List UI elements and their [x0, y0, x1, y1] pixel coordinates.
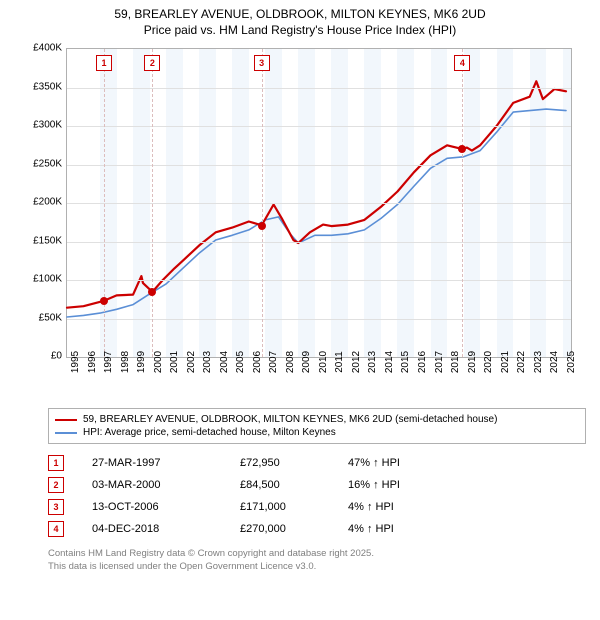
- sales-row: 3 13-OCT-2006 £171,000 4% ↑ HPI: [48, 496, 586, 518]
- gridline-h: [67, 203, 571, 204]
- sales-row-date: 03-MAR-2000: [92, 479, 212, 491]
- xtick-label: 2018: [450, 351, 461, 373]
- ytick-label: £200K: [33, 197, 62, 208]
- plot-area: 1 2 3 4: [66, 48, 572, 358]
- xtick-label: 2006: [252, 351, 263, 373]
- xtick-label: 1998: [120, 351, 131, 373]
- sales-row-pct: 4% ↑ HPI: [348, 501, 438, 513]
- sales-row-date: 04-DEC-2018: [92, 523, 212, 535]
- sales-row-price: £270,000: [240, 523, 320, 535]
- legend-label: 59, BREARLEY AVENUE, OLDBROOK, MILTON KE…: [83, 414, 497, 425]
- sales-row-price: £171,000: [240, 501, 320, 513]
- footer-line-1: Contains HM Land Registry data © Crown c…: [48, 548, 586, 561]
- sales-row-number: 2: [48, 477, 64, 493]
- xtick-label: 2003: [202, 351, 213, 373]
- sales-row-price: £84,500: [240, 479, 320, 491]
- legend-swatch: [55, 419, 77, 421]
- xtick-label: 2019: [467, 351, 478, 373]
- ytick-label: £100K: [33, 274, 62, 285]
- sale-marker-dot: [148, 288, 156, 296]
- ytick-label: £50K: [39, 312, 62, 323]
- footer: Contains HM Land Registry data © Crown c…: [48, 548, 586, 574]
- xtick-label: 2014: [384, 351, 395, 373]
- title-block: 59, BREARLEY AVENUE, OLDBROOK, MILTON KE…: [0, 0, 600, 40]
- xtick-label: 2023: [533, 351, 544, 373]
- sale-marker-dot: [100, 297, 108, 305]
- sales-row: 2 03-MAR-2000 £84,500 16% ↑ HPI: [48, 474, 586, 496]
- sale-marker-box: 4: [454, 55, 470, 71]
- xtick-label: 2016: [417, 351, 428, 373]
- xtick-label: 2009: [301, 351, 312, 373]
- ytick-label: £300K: [33, 120, 62, 131]
- xtick-label: 2025: [566, 351, 577, 373]
- xtick-label: 2001: [169, 351, 180, 373]
- xtick-label: 2024: [549, 351, 560, 373]
- legend: 59, BREARLEY AVENUE, OLDBROOK, MILTON KE…: [48, 408, 586, 444]
- gridline-h: [67, 126, 571, 127]
- sales-row-number: 4: [48, 521, 64, 537]
- ytick-label: £150K: [33, 235, 62, 246]
- sale-marker-dot: [258, 222, 266, 230]
- series-hpi: [67, 109, 566, 317]
- title-line-2: Price paid vs. HM Land Registry's House …: [4, 22, 596, 38]
- series-price_paid: [67, 82, 566, 308]
- sale-marker-dot: [458, 145, 466, 153]
- ytick-label: £350K: [33, 81, 62, 92]
- sales-row-pct: 47% ↑ HPI: [348, 457, 438, 469]
- gridline-h: [67, 280, 571, 281]
- xtick-label: 2012: [351, 351, 362, 373]
- sales-row-number: 1: [48, 455, 64, 471]
- gridline-h: [67, 242, 571, 243]
- xtick-label: 1996: [87, 351, 98, 373]
- xtick-label: 2002: [186, 351, 197, 373]
- xtick-label: 2020: [483, 351, 494, 373]
- xtick-label: 2008: [285, 351, 296, 373]
- page-root: 59, BREARLEY AVENUE, OLDBROOK, MILTON KE…: [0, 0, 600, 574]
- footer-line-2: This data is licensed under the Open Gov…: [48, 561, 586, 574]
- ytick-label: £250K: [33, 158, 62, 169]
- sale-marker-box: 1: [96, 55, 112, 71]
- xtick-label: 1999: [136, 351, 147, 373]
- sale-marker-line: [152, 49, 153, 357]
- sales-row-price: £72,950: [240, 457, 320, 469]
- xtick-label: 2015: [400, 351, 411, 373]
- gridline-h: [67, 319, 571, 320]
- sale-marker-line: [262, 49, 263, 357]
- sales-table: 1 27-MAR-1997 £72,950 47% ↑ HPI 2 03-MAR-2000…: [48, 452, 586, 540]
- sales-row-date: 13-OCT-2006: [92, 501, 212, 513]
- legend-label: HPI: Average price, semi-detached house,…: [83, 427, 336, 438]
- sale-marker-box: 2: [144, 55, 160, 71]
- xtick-label: 2007: [268, 351, 279, 373]
- title-line-1: 59, BREARLEY AVENUE, OLDBROOK, MILTON KE…: [4, 6, 596, 22]
- sales-row-pct: 16% ↑ HPI: [348, 479, 438, 491]
- xtick-label: 2005: [235, 351, 246, 373]
- xtick-label: 2017: [434, 351, 445, 373]
- gridline-h: [67, 165, 571, 166]
- sale-marker-box: 3: [254, 55, 270, 71]
- sale-marker-line: [104, 49, 105, 357]
- xtick-label: 2013: [367, 351, 378, 373]
- sales-row-number: 3: [48, 499, 64, 515]
- xtick-label: 2004: [219, 351, 230, 373]
- xtick-label: 2021: [500, 351, 511, 373]
- legend-swatch: [55, 432, 77, 434]
- gridline-h: [67, 88, 571, 89]
- sales-row: 4 04-DEC-2018 £270,000 4% ↑ HPI: [48, 518, 586, 540]
- sales-row-pct: 4% ↑ HPI: [348, 523, 438, 535]
- xtick-label: 2000: [153, 351, 164, 373]
- sales-row: 1 27-MAR-1997 £72,950 47% ↑ HPI: [48, 452, 586, 474]
- xtick-label: 2010: [318, 351, 329, 373]
- xtick-label: 1995: [70, 351, 81, 373]
- sale-marker-line: [462, 49, 463, 357]
- xtick-label: 1997: [103, 351, 114, 373]
- xtick-label: 2011: [334, 352, 345, 374]
- legend-row: HPI: Average price, semi-detached house,…: [55, 426, 579, 439]
- sales-row-date: 27-MAR-1997: [92, 457, 212, 469]
- legend-row: 59, BREARLEY AVENUE, OLDBROOK, MILTON KE…: [55, 413, 579, 426]
- ytick-label: £400K: [33, 43, 62, 54]
- ytick-label: £0: [51, 351, 62, 362]
- xtick-label: 2022: [516, 351, 527, 373]
- chart: 1 2 3 4 £0 £50K £100K £150K £200K £250K £300K £350…: [20, 44, 580, 404]
